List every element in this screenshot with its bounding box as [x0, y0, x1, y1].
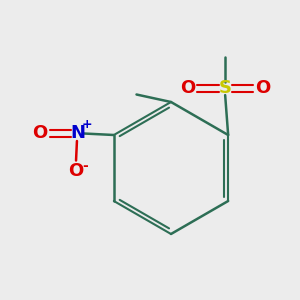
Text: N: N: [70, 124, 85, 142]
Text: S: S: [219, 80, 232, 98]
Text: O: O: [32, 124, 47, 142]
Text: O: O: [180, 80, 195, 98]
Text: +: +: [82, 118, 92, 131]
Text: O: O: [68, 162, 83, 180]
Text: O: O: [255, 80, 270, 98]
Text: -: -: [82, 160, 88, 173]
